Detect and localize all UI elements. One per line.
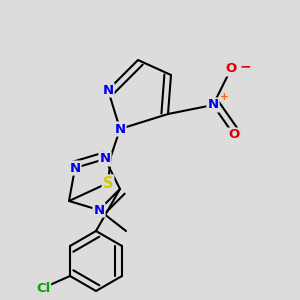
Text: N: N (99, 152, 111, 166)
Text: N: N (114, 122, 126, 136)
Text: N: N (102, 83, 114, 97)
Text: +: + (220, 92, 229, 103)
Text: −: − (240, 59, 251, 73)
Text: Cl: Cl (36, 281, 50, 295)
Text: N: N (93, 203, 105, 217)
Text: N: N (207, 98, 219, 112)
Text: S: S (103, 176, 113, 190)
Text: O: O (228, 128, 240, 142)
Text: O: O (225, 62, 237, 76)
Text: N: N (69, 161, 81, 175)
